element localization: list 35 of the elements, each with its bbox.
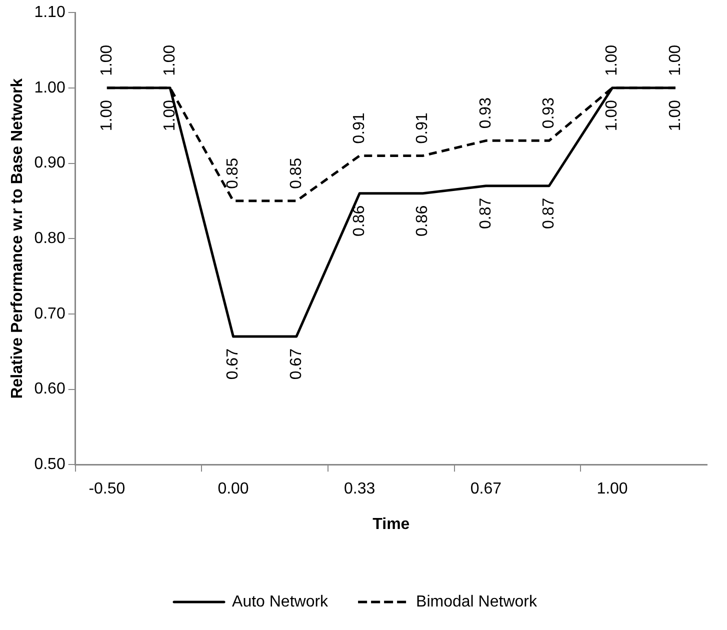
y-tick-label: 0.70 — [34, 305, 66, 322]
data-label: 0.86 — [414, 205, 432, 237]
y-tick-label: 0.60 — [34, 380, 66, 398]
x-tick-label: -0.50 — [88, 480, 126, 498]
y-tick-label: 0.90 — [34, 154, 66, 172]
data-label: 0.93 — [540, 97, 558, 129]
data-label: 0.91 — [414, 112, 432, 144]
y-axis-title: Relative Performance w.r to Base Network — [9, 78, 26, 399]
x-tick-label: 1.00 — [596, 480, 628, 498]
data-label: 0.85 — [224, 158, 242, 189]
data-label: 0.87 — [477, 198, 494, 230]
data-label: 0.67 — [224, 348, 242, 380]
data-label: 0.87 — [540, 198, 558, 230]
legend-label: Auto Network — [232, 593, 330, 610]
y-tick-label: 0.50 — [34, 456, 66, 474]
legend-label: Bimodal Network — [416, 593, 538, 610]
data-label: 1.00 — [161, 44, 178, 76]
data-label: 1.00 — [98, 100, 116, 132]
y-tick-label: 1.00 — [34, 79, 66, 96]
y-tick-label: 1.10 — [34, 4, 66, 22]
x-tick-label: 0.00 — [218, 480, 249, 498]
x-axis-title: Time — [372, 516, 410, 533]
x-tick-label: 0.33 — [344, 480, 376, 498]
data-label: 1.00 — [666, 44, 684, 76]
data-label: 0.91 — [350, 112, 368, 144]
data-label: 0.86 — [350, 205, 368, 237]
data-label: 1.00 — [604, 100, 621, 132]
y-tick-label: 0.80 — [34, 230, 66, 248]
x-tick-label: 0.67 — [470, 480, 502, 498]
data-label: 1.00 — [98, 44, 116, 76]
data-label: 0.93 — [477, 97, 494, 129]
data-label: 0.85 — [288, 158, 305, 189]
data-label: 1.00 — [666, 100, 684, 132]
data-label: 0.67 — [288, 348, 305, 380]
data-label: 1.00 — [604, 44, 621, 76]
